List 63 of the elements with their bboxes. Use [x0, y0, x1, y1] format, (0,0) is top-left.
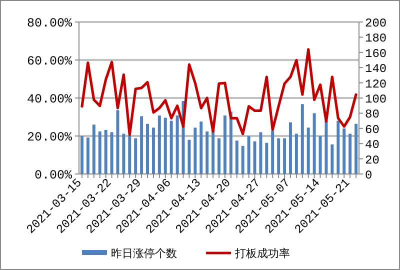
y-tick-label: 0.00%: [34, 168, 72, 182]
bar: [306, 128, 310, 174]
bar: [259, 132, 262, 174]
bar: [164, 118, 167, 174]
y2-tick-label: 40: [365, 138, 380, 152]
bar: [312, 113, 316, 174]
y2-tick-label: 200: [365, 16, 387, 30]
bar: [354, 124, 358, 174]
y2-tick-label: 80: [365, 108, 380, 122]
bar: [342, 128, 346, 174]
bar: [200, 122, 203, 174]
bar: [92, 124, 96, 174]
bar: [146, 124, 149, 174]
bar: [218, 138, 220, 174]
bar: [110, 132, 114, 174]
bar: [223, 115, 226, 174]
bar: [289, 122, 292, 174]
y2-tick-label: 100: [365, 92, 387, 106]
bar: [116, 110, 120, 174]
y-tick-label: 40.00%: [26, 92, 72, 106]
bar: [212, 130, 215, 174]
y2-tick-label: 120: [365, 77, 387, 92]
bar: [318, 136, 322, 174]
bar: [336, 120, 340, 174]
y-tick-label: 20.00%: [26, 130, 72, 144]
bar: [86, 138, 90, 174]
bar: [152, 128, 155, 174]
bar: [324, 120, 328, 174]
y2-tick-label: 0: [365, 168, 372, 182]
bar: [158, 115, 161, 174]
bar: [241, 146, 244, 174]
bar: [277, 138, 280, 174]
legend-label: 昨日涨停个数: [111, 247, 177, 260]
bar: [348, 134, 352, 174]
bar: [294, 134, 298, 174]
y-tick-label: 80.00%: [26, 16, 72, 30]
bar: [104, 130, 108, 174]
y2-tick-label: 60: [365, 122, 380, 137]
bar: [206, 131, 209, 174]
bar: [80, 136, 84, 174]
bar: [283, 138, 286, 174]
bar: [98, 131, 102, 174]
y2-tick-label: 180: [365, 32, 387, 46]
bar: [122, 134, 126, 174]
bar: [188, 140, 191, 174]
bar: [128, 136, 132, 174]
y-tick-label: 60.00%: [26, 54, 72, 68]
bar: [247, 136, 250, 174]
bar: [229, 112, 232, 174]
bar: [140, 116, 144, 174]
bar: [170, 120, 173, 174]
bar: [265, 142, 268, 174]
bar: [134, 138, 138, 174]
y2-tick-label: 140: [365, 62, 387, 76]
bar: [271, 130, 274, 174]
bar: [235, 140, 238, 174]
bar: [194, 128, 197, 174]
y2-tick-label: 160: [365, 46, 387, 61]
legend-label: 打板成功率: [234, 247, 290, 260]
bar: [300, 104, 304, 174]
bar: [176, 115, 179, 174]
y2-tick-label: 20: [365, 153, 380, 168]
bar: [330, 144, 334, 174]
